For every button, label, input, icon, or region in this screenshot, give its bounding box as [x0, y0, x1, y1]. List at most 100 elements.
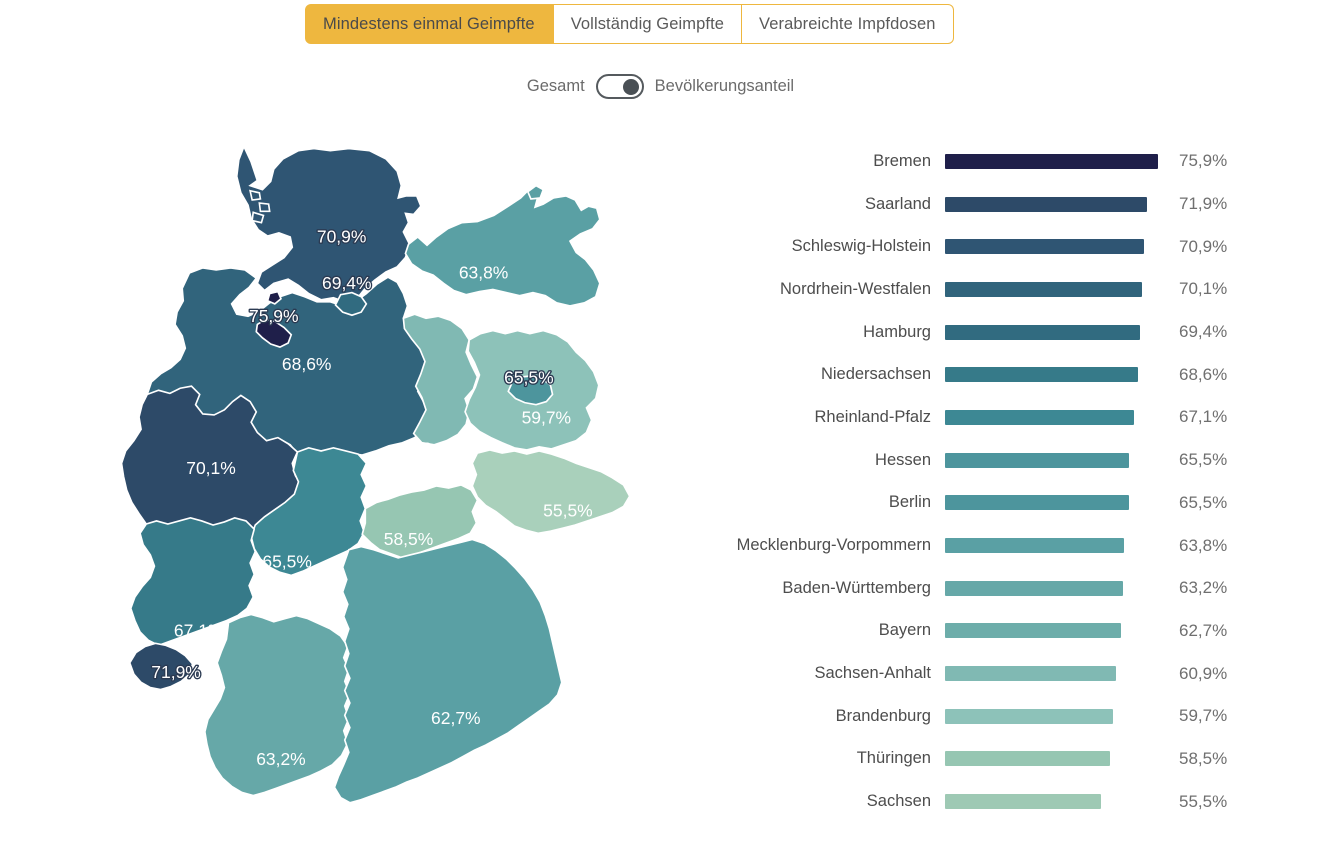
bar-value-label: 62,7% [1179, 620, 1228, 640]
map-label-sachsen-anhalt: 60,9% [413, 439, 463, 459]
bar[interactable] [945, 623, 1122, 639]
region-thueringen[interactable] [361, 484, 479, 559]
bar-row[interactable]: Sachsen 55,5% [700, 780, 1300, 823]
region-sachsen-anhalt[interactable] [402, 313, 479, 446]
toggle-label-gesamt[interactable]: Gesamt [526, 77, 585, 95]
tab-label: Verabreichte Impfdosen [759, 14, 936, 33]
bar-value-label: 60,9% [1179, 663, 1228, 683]
region-mecklenburg-vorpommern[interactable] [404, 188, 601, 307]
bar-track [945, 652, 1170, 695]
bar-track [945, 780, 1170, 823]
bar[interactable] [945, 409, 1134, 425]
bar[interactable] [945, 153, 1159, 169]
bar-row[interactable]: Saarland 71,9% [700, 183, 1300, 226]
map-label-sachsen: 55,5% [543, 500, 593, 520]
bar-track [945, 311, 1170, 354]
bar-category-label: Niedersachsen [820, 365, 931, 384]
bar-row[interactable]: Mecklenburg-Vorpommern 63,8% [700, 524, 1300, 567]
bar[interactable] [945, 708, 1113, 724]
bar-value-label: 70,1% [1179, 279, 1228, 299]
bar[interactable] [945, 452, 1130, 468]
map-label-hessen: 65,5% [262, 552, 312, 572]
bar-category-label: Nordrhein-Westfalen [779, 279, 931, 298]
bar-track [945, 439, 1170, 482]
region-saarland[interactable] [128, 642, 194, 691]
region-hessen[interactable] [250, 447, 368, 577]
region-berlin[interactable] [507, 375, 554, 406]
bar-value-label: 58,5% [1179, 748, 1228, 768]
bar[interactable] [945, 495, 1130, 511]
tab-vollstaendig-geimpfte[interactable]: Vollständig Geimpfte [552, 4, 743, 44]
bar[interactable] [945, 666, 1117, 682]
bar-track [945, 524, 1170, 567]
bar[interactable] [945, 324, 1141, 340]
bar-track [945, 396, 1170, 439]
bar-row[interactable]: Thüringen 58,5% [700, 738, 1300, 781]
bar[interactable] [945, 239, 1145, 255]
map-label-baden-wuerttemberg: 63,2% [256, 749, 306, 769]
bar[interactable] [945, 281, 1143, 297]
region-bayern[interactable] [333, 538, 563, 804]
bar-row[interactable]: Schleswig-Holstein 70,9% [700, 225, 1300, 268]
bar-track [945, 225, 1170, 268]
toggle-knob [622, 78, 639, 95]
bar[interactable] [945, 196, 1148, 212]
region-rheinland-pfalz[interactable] [129, 516, 257, 647]
region-sachsen[interactable] [471, 449, 631, 535]
bar-category-label: Hessen [875, 450, 931, 469]
bar-row[interactable]: Bremen 75,9% [700, 140, 1300, 183]
bar-value-label: 70,9% [1179, 236, 1228, 256]
bar-value-label: 69,4% [1179, 322, 1228, 342]
region-hamburg[interactable] [334, 291, 368, 317]
bar-row[interactable]: Bayern 62,7% [700, 610, 1300, 653]
bar-category-label: Baden-Württemberg [782, 578, 931, 597]
region-schleswig-holstein[interactable] [235, 144, 422, 303]
bar[interactable] [945, 751, 1110, 767]
map-label-hamburg: 69,4% [322, 273, 372, 293]
bar-category-label: Brandenburg [835, 706, 931, 725]
bar-row[interactable]: Brandenburg 59,7% [700, 695, 1300, 738]
bar-track [945, 695, 1170, 738]
region-baden-wuerttemberg[interactable] [204, 613, 351, 797]
bar[interactable] [945, 538, 1125, 554]
germany-map: 70,9% 69,4% 75,9% 68,6% 63,8% 65,5% 59,7… [70, 128, 710, 848]
map-label-mecklenburg-vorpommern: 63,8% [459, 263, 509, 283]
toggle-label-bevoelkerungsanteil[interactable]: Bevölkerungsanteil [654, 77, 795, 95]
bar-row[interactable]: Hessen 65,5% [700, 439, 1300, 482]
map-label-niedersachsen: 68,6% [282, 354, 332, 374]
bar-value-label: 63,8% [1179, 535, 1228, 555]
bar-row[interactable]: Niedersachsen 68,6% [700, 353, 1300, 396]
tab-mindestens-einmal-geimpfte[interactable]: Mindestens einmal Geimpfte [305, 4, 553, 44]
bar-category-label: Berlin [888, 493, 931, 512]
bar[interactable] [945, 367, 1138, 383]
bar-row[interactable]: Nordrhein-Westfalen 70,1% [700, 268, 1300, 311]
bar-value-label: 71,9% [1179, 194, 1228, 214]
bar-value-label: 55,5% [1179, 791, 1228, 811]
bar-row[interactable]: Sachsen-Anhalt 60,9% [700, 652, 1300, 695]
display-mode-toggle-row: Gesamt Bevölkerungsanteil [0, 74, 1321, 99]
map-label-thueringen: 58,5% [384, 529, 434, 549]
map-label-rheinland-pfalz: 67,1% [174, 621, 224, 641]
region-schleswig-holstein-island-b [258, 202, 271, 213]
germany-map-svg: 70,9% 69,4% 75,9% 68,6% 63,8% 65,5% 59,7… [120, 144, 631, 804]
bar-track [945, 183, 1170, 226]
tab-verabreichte-impfdosen[interactable]: Verabreichte Impfdosen [742, 4, 954, 44]
bar-track [945, 140, 1170, 183]
bar-track [945, 353, 1170, 396]
region-bremerhaven [266, 290, 282, 305]
bar-value-label: 67,1% [1179, 407, 1228, 427]
bar-row[interactable]: Berlin 65,5% [700, 482, 1300, 525]
bar-row[interactable]: Baden-Württemberg 63,2% [700, 567, 1300, 610]
region-bremen[interactable] [255, 318, 293, 348]
state-ranking-bar-chart: Bremen 75,9% Saarland 71,9% Schleswig-Holste… [700, 140, 1300, 823]
bar-row[interactable]: Rheinland-Pfalz 67,1% [700, 396, 1300, 439]
bar[interactable] [945, 580, 1123, 596]
bar-row[interactable]: Hamburg 69,4% [700, 311, 1300, 354]
toggle-switch-icon[interactable] [595, 74, 644, 99]
bar-category-label: Sachsen-Anhalt [814, 664, 932, 683]
bar-value-label: 63,2% [1179, 578, 1228, 598]
bar[interactable] [945, 794, 1102, 810]
bar-category-label: Schleswig-Holstein [791, 237, 931, 256]
map-label-berlin: 65,5% [504, 368, 554, 388]
